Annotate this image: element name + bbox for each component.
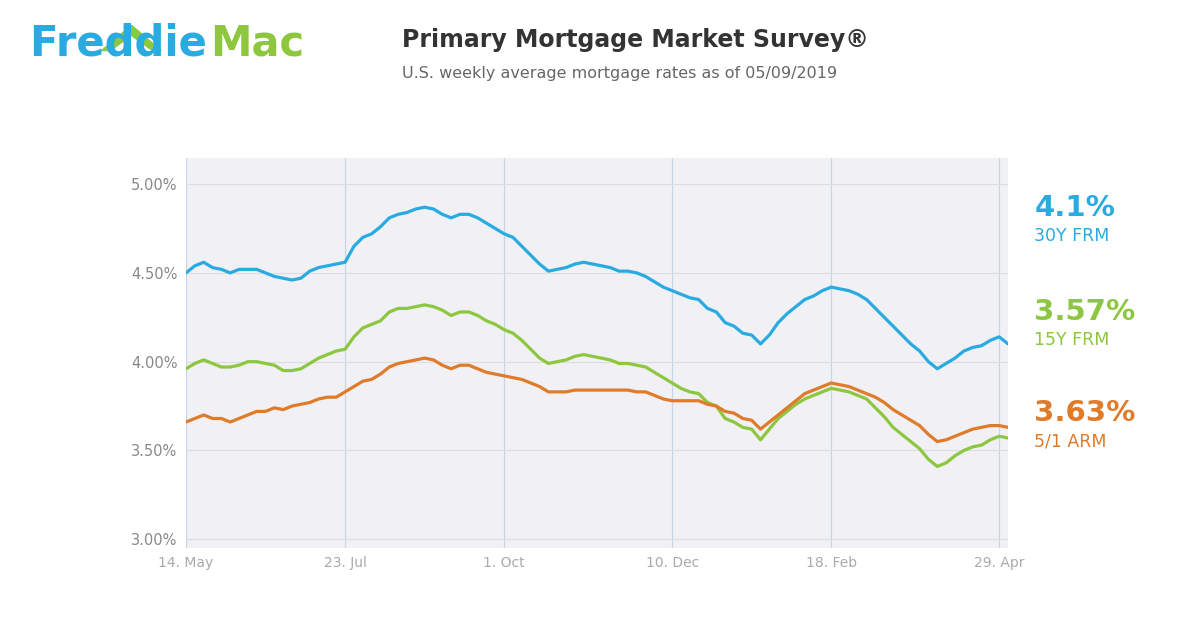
Text: 3.57%: 3.57% <box>1034 298 1135 326</box>
Text: U.S. weekly average mortgage rates as of 05/09/2019: U.S. weekly average mortgage rates as of… <box>402 66 838 81</box>
Text: Primary Mortgage Market Survey®: Primary Mortgage Market Survey® <box>402 28 869 52</box>
Polygon shape <box>102 25 161 50</box>
Text: 4.1%: 4.1% <box>1034 194 1115 222</box>
Text: Freddie: Freddie <box>30 22 221 64</box>
Text: 3.63%: 3.63% <box>1034 399 1135 427</box>
Text: 15Y FRM: 15Y FRM <box>1034 331 1110 349</box>
Text: Mac: Mac <box>210 22 304 64</box>
Text: 30Y FRM: 30Y FRM <box>1034 227 1110 245</box>
Text: 5/1 ARM: 5/1 ARM <box>1034 432 1106 450</box>
